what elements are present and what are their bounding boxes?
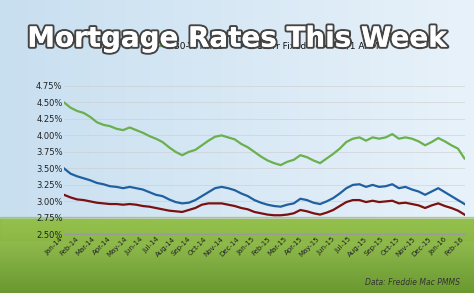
5/1 ARM — [271, 214, 277, 217]
30-Yr Fixed — [416, 139, 421, 143]
Text: Data: Freddie Mac PMMS: Data: Freddie Mac PMMS — [365, 278, 460, 287]
30-Yr Fixed — [61, 100, 67, 104]
5/1 ARM — [61, 193, 67, 197]
15-Yr Fixed — [278, 205, 283, 208]
30-Yr Fixed — [258, 155, 264, 158]
30-Yr Fixed — [278, 163, 283, 167]
Line: 15-Yr Fixed: 15-Yr Fixed — [64, 168, 465, 207]
5/1 ARM — [462, 213, 467, 216]
30-Yr Fixed — [140, 131, 146, 134]
Line: 30-Yr Fixed: 30-Yr Fixed — [64, 102, 465, 165]
30-Yr Fixed — [166, 146, 172, 149]
Text: Mortgage Rates This Week: Mortgage Rates This Week — [27, 25, 447, 53]
15-Yr Fixed — [140, 188, 146, 191]
5/1 ARM — [140, 204, 146, 208]
Bar — [0, 217, 474, 240]
15-Yr Fixed — [258, 201, 264, 205]
15-Yr Fixed — [61, 167, 67, 170]
30-Yr Fixed — [462, 157, 467, 160]
15-Yr Fixed — [94, 181, 100, 185]
Legend: 30-Yr Fixed, 15-Yr Fixed, 5/1 ARM: 30-Yr Fixed, 15-Yr Fixed, 5/1 ARM — [146, 38, 382, 54]
15-Yr Fixed — [166, 198, 172, 201]
Line: 5/1 ARM: 5/1 ARM — [64, 195, 465, 215]
15-Yr Fixed — [462, 202, 467, 206]
5/1 ARM — [94, 201, 100, 205]
5/1 ARM — [258, 212, 264, 215]
5/1 ARM — [416, 204, 421, 207]
30-Yr Fixed — [94, 120, 100, 124]
15-Yr Fixed — [310, 201, 316, 205]
30-Yr Fixed — [310, 159, 316, 162]
5/1 ARM — [166, 209, 172, 212]
15-Yr Fixed — [416, 190, 421, 193]
5/1 ARM — [310, 212, 316, 215]
